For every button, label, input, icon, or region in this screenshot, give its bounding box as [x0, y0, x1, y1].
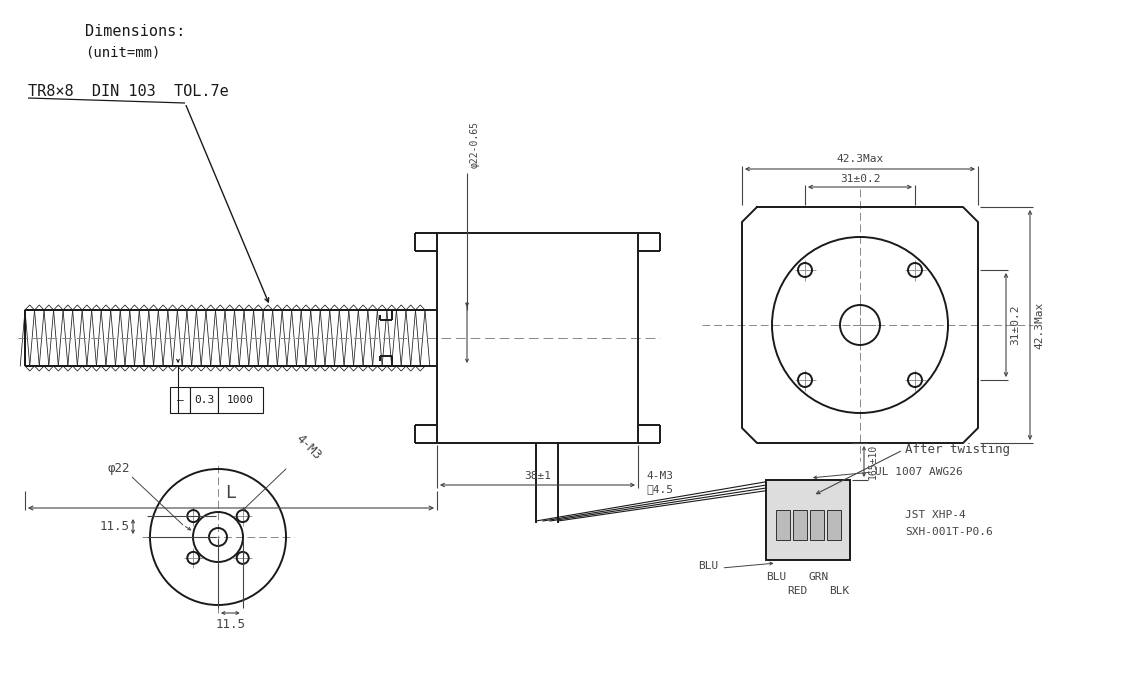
- Text: 42.3Max: 42.3Max: [1034, 302, 1044, 349]
- Bar: [809, 510, 824, 540]
- Bar: [170, 387, 189, 413]
- Text: φ22-0.65: φ22-0.65: [470, 121, 480, 168]
- Bar: [826, 510, 841, 540]
- Text: 4-M3: 4-M3: [646, 471, 673, 481]
- Text: 165±10: 165±10: [868, 444, 878, 479]
- Text: 11.5: 11.5: [215, 618, 245, 631]
- Text: RED: RED: [787, 586, 807, 596]
- Text: 1000: 1000: [226, 395, 254, 405]
- Text: JST XHP-4: JST XHP-4: [905, 510, 966, 520]
- Text: UL 1007 AWG26: UL 1007 AWG26: [876, 467, 963, 477]
- Text: 31±0.2: 31±0.2: [840, 174, 880, 184]
- Bar: [776, 510, 789, 540]
- Bar: [766, 480, 850, 560]
- Text: SXH-001T-P0.6: SXH-001T-P0.6: [905, 527, 993, 537]
- Text: 42.3Max: 42.3Max: [836, 154, 883, 164]
- Bar: [217, 387, 263, 413]
- Text: 31±0.2: 31±0.2: [1010, 304, 1020, 345]
- Text: BLU: BLU: [767, 572, 787, 582]
- Text: L: L: [225, 484, 237, 502]
- Text: TR8×8  DIN 103  TOL.7e: TR8×8 DIN 103 TOL.7e: [28, 85, 229, 99]
- Text: —: —: [177, 395, 184, 405]
- Text: 0.3: 0.3: [194, 395, 214, 405]
- Text: BLK: BLK: [830, 586, 850, 596]
- Text: 深4.5: 深4.5: [646, 484, 673, 494]
- Text: BLU: BLU: [698, 561, 719, 571]
- Text: GRN: GRN: [808, 572, 828, 582]
- Text: (unit=mm): (unit=mm): [85, 45, 160, 59]
- Text: 11.5: 11.5: [100, 520, 130, 533]
- Text: φ22: φ22: [108, 462, 130, 475]
- Text: 38±1: 38±1: [524, 471, 552, 481]
- Bar: [189, 387, 217, 413]
- Text: 4-M3: 4-M3: [293, 432, 323, 462]
- Text: Dimensions:: Dimensions:: [85, 25, 185, 39]
- Bar: [793, 510, 806, 540]
- Text: After twisting: After twisting: [905, 444, 1010, 456]
